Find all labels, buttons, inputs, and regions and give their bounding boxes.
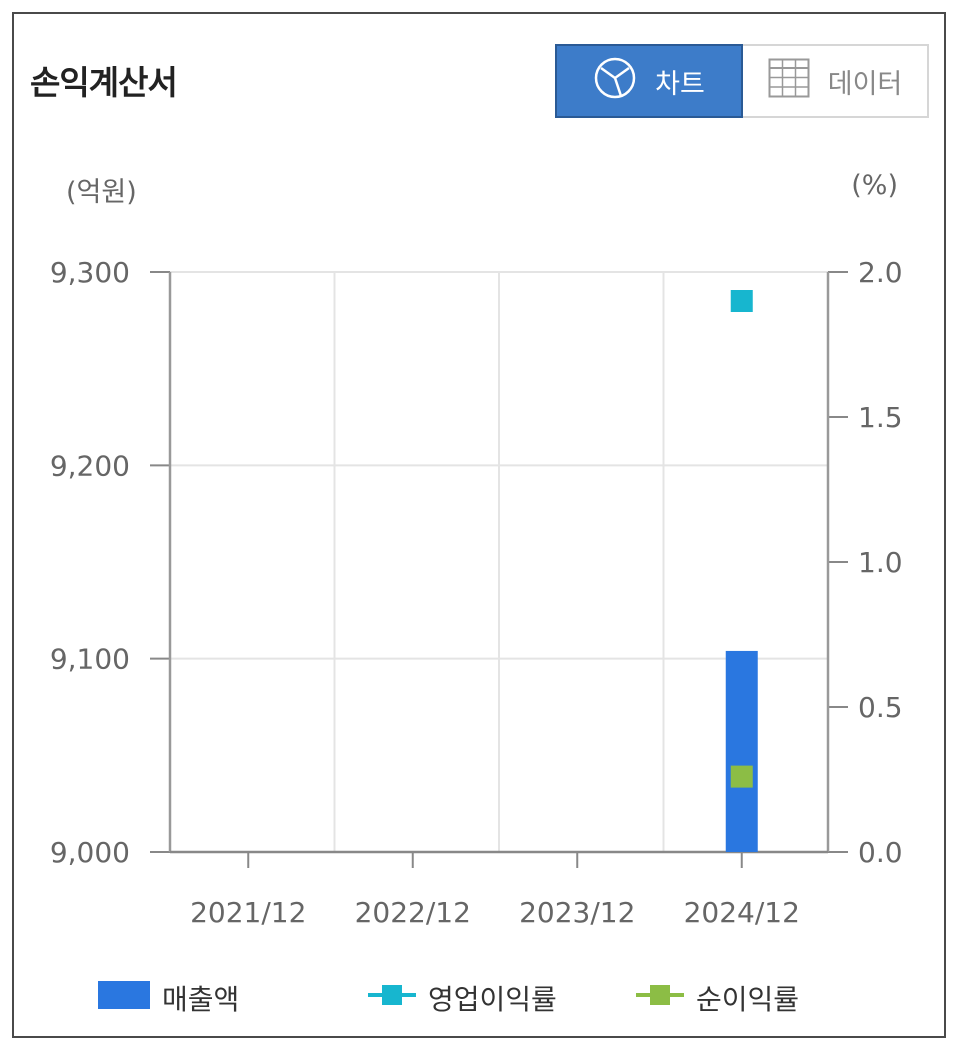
legend-swatch-line-icon [368, 981, 416, 1016]
left-axis-tick-label: 9,000 [50, 836, 130, 869]
left-axis-tick-label: 9,100 [50, 643, 130, 676]
right-axis-tick-label: 1.5 [858, 401, 903, 434]
legend-label: 매출액 [162, 983, 240, 1016]
data-view-button[interactable]: 데이터 [743, 44, 929, 118]
chart-view-button[interactable]: 차트 [555, 44, 743, 118]
bar-sales [725, 650, 758, 852]
right-axis-tick-label: 0.0 [858, 836, 903, 869]
left-axis-tick-label: 9,200 [50, 449, 130, 482]
x-axis-tick-label: 2023/12 [519, 896, 635, 929]
legend-label: 영업이익률 [428, 983, 557, 1016]
chart-card [12, 12, 946, 1038]
point-net-margin [730, 765, 753, 788]
legend-item-op-margin[interactable]: 영업이익률 [368, 978, 557, 1018]
legend-item-net-margin[interactable]: 순이익률 [636, 978, 799, 1018]
pie-chart-icon [593, 56, 637, 107]
left-axis-tick-label: 9,300 [50, 256, 130, 289]
chart-legend: 매출액 영업이익률 순이익률 [0, 978, 960, 1018]
legend-label: 순이익률 [696, 983, 800, 1016]
left-axis-unit: (억원) [66, 177, 137, 208]
right-axis-tick-label: 0.5 [858, 691, 903, 724]
x-axis-tick-label: 2024/12 [684, 896, 800, 929]
page-title: 손익계산서 [30, 63, 178, 102]
table-icon [768, 58, 810, 105]
x-axis-tick-label: 2022/12 [355, 896, 471, 929]
legend-item-sales[interactable]: 매출액 [98, 978, 239, 1018]
right-axis-unit: (%) [851, 170, 898, 201]
point-op-margin [730, 290, 753, 312]
legend-swatch-bar-icon [98, 980, 150, 1016]
view-toggle: 차트 데이터 [555, 44, 929, 118]
chart-view-label: 차트 [655, 68, 705, 100]
right-axis-tick-label: 1.0 [858, 546, 903, 579]
x-axis-tick-label: 2021/12 [190, 896, 306, 929]
legend-swatch-line-icon [636, 981, 684, 1016]
data-view-label: 데이터 [827, 68, 903, 100]
right-axis-tick-label: 2.0 [858, 256, 903, 289]
